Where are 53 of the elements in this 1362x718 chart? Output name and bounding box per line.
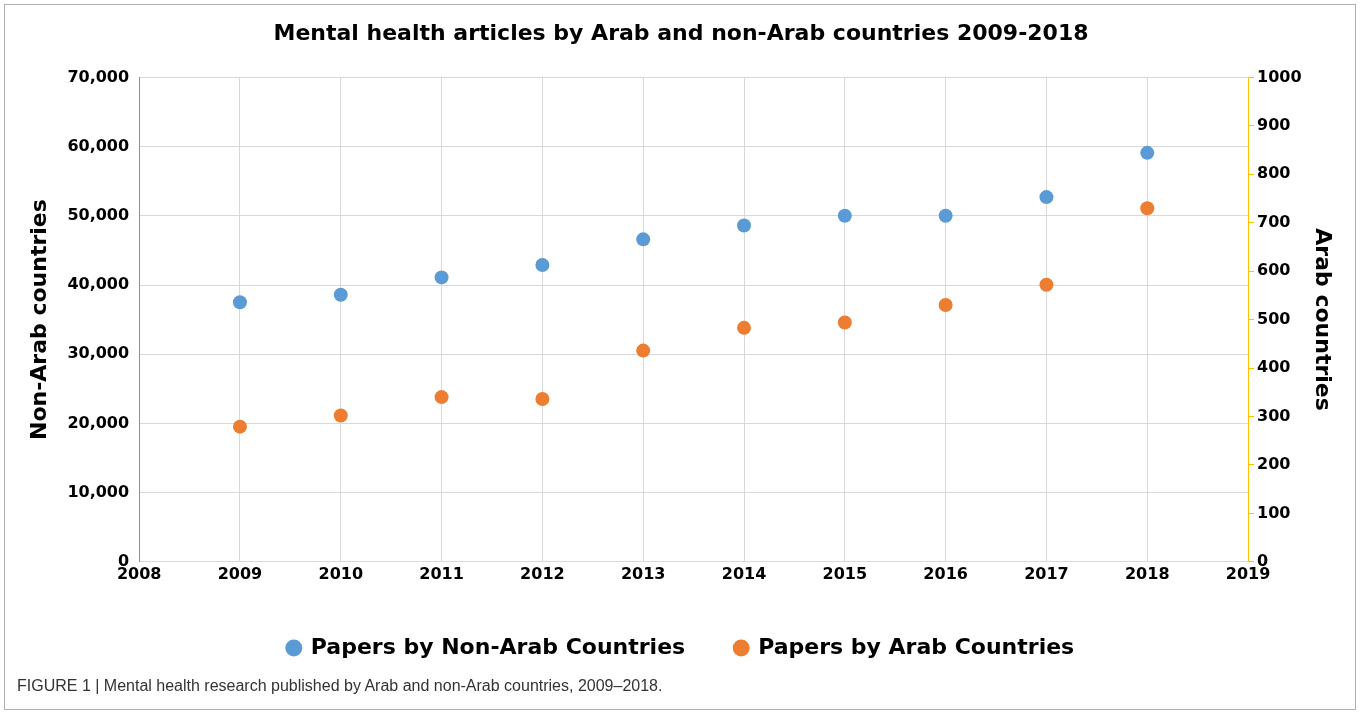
x-tick-label: 2016 xyxy=(923,563,968,583)
x-tick-label: 2017 xyxy=(1024,563,1069,583)
point xyxy=(636,343,651,358)
chart-title: Mental health articles by Arab and non-Arab countries 2009-2018 xyxy=(273,19,1089,45)
point xyxy=(1039,190,1054,205)
point xyxy=(1039,277,1054,292)
y2-tick-label: 600 xyxy=(1257,260,1291,280)
y-tick-label: 40,000 xyxy=(67,274,130,294)
y2-tick-label: 1000 xyxy=(1257,66,1302,86)
x-tick-label: 2011 xyxy=(419,563,464,583)
y2-tick-label: 900 xyxy=(1257,115,1291,134)
y-tick-label: 30,000 xyxy=(67,343,130,363)
point xyxy=(232,419,247,434)
point xyxy=(938,208,953,223)
point xyxy=(938,298,953,313)
y-tick-label: 60,000 xyxy=(67,135,130,155)
x-tick-label: 2018 xyxy=(1124,563,1170,583)
point xyxy=(636,232,651,247)
y-axis-title: Non-Arab countries xyxy=(25,199,51,441)
y2-tick-label: 100 xyxy=(1257,502,1291,522)
point xyxy=(837,315,852,330)
x-tick-label: 2012 xyxy=(520,563,565,583)
legend-label: Papers by Non-Arab Countries xyxy=(310,633,686,659)
point xyxy=(232,295,247,310)
y2-tick-label: 300 xyxy=(1257,405,1291,425)
y2-tick-label: 800 xyxy=(1257,163,1291,183)
y2-axis-title: Arab countries xyxy=(1311,228,1337,411)
x-tick-label: 2009 xyxy=(217,563,263,583)
y2-tick-label: 200 xyxy=(1257,454,1291,474)
x-tick-label: 2014 xyxy=(721,563,767,583)
x-tick-label: 2013 xyxy=(620,563,666,583)
point xyxy=(1140,145,1155,160)
caption: FIGURE 1 | Mental health research published by Arab and non-Arab countries, 2009–2018. xyxy=(17,677,663,695)
point xyxy=(737,218,752,233)
y2-tick-label: 700 xyxy=(1257,211,1291,231)
y-tick-label: 10,000 xyxy=(67,481,130,501)
point xyxy=(535,257,550,272)
x-tick-label: 2010 xyxy=(318,563,364,583)
y2-tick-label: 500 xyxy=(1257,308,1291,328)
point xyxy=(434,390,449,405)
point xyxy=(535,392,550,407)
point xyxy=(333,408,348,423)
x-tick-label: 2015 xyxy=(822,563,868,583)
y-tick-label: 50,000 xyxy=(67,204,130,224)
point xyxy=(737,320,752,335)
y2-tick-label: 400 xyxy=(1257,357,1291,377)
point xyxy=(837,208,852,223)
point xyxy=(434,270,449,285)
y-tick-label: 20,000 xyxy=(67,412,130,432)
y-tick-label: 70,000 xyxy=(67,66,130,86)
point xyxy=(333,287,348,302)
legend-label: Papers by Arab Countries xyxy=(758,633,1075,659)
point xyxy=(1140,201,1155,216)
